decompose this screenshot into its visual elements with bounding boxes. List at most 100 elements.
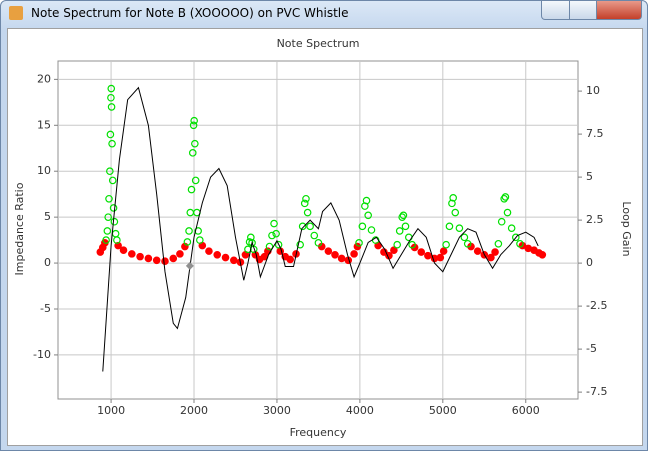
impedance-point bbox=[114, 241, 122, 250]
close-button[interactable] bbox=[596, 1, 642, 20]
impedance-point bbox=[463, 239, 472, 248]
impedance-point bbox=[136, 252, 144, 261]
y-tick-label: -5 bbox=[40, 302, 51, 315]
impedance-point bbox=[274, 240, 283, 249]
impedance-point bbox=[300, 199, 309, 208]
impedance-point bbox=[247, 233, 255, 242]
x-tick-label: 3000 bbox=[263, 404, 291, 417]
impedance-point bbox=[449, 194, 457, 202]
impedance-point bbox=[487, 253, 495, 262]
impedance-point bbox=[102, 236, 110, 244]
impedance-point bbox=[221, 253, 230, 262]
impedance-point bbox=[296, 240, 304, 249]
impedance-point bbox=[169, 254, 178, 263]
plot-area bbox=[57, 60, 579, 400]
impedance-point bbox=[417, 248, 426, 256]
y2-axis-label: Loop Gain bbox=[620, 201, 633, 256]
impedance-point bbox=[511, 233, 520, 242]
app-icon bbox=[9, 6, 23, 20]
impedance-point bbox=[194, 227, 202, 235]
impedance-point bbox=[128, 250, 136, 258]
impedance-point bbox=[196, 236, 204, 244]
impedance-point bbox=[306, 222, 314, 231]
loop-gain-line bbox=[102, 86, 539, 372]
impedance-point bbox=[331, 250, 339, 259]
impedance-point bbox=[491, 248, 499, 256]
impedance-point bbox=[144, 254, 153, 263]
impedance-point bbox=[109, 204, 118, 212]
impedance-point bbox=[408, 240, 416, 249]
y-tick-label: 10 bbox=[37, 164, 51, 177]
impedance-point bbox=[265, 242, 274, 251]
impedance-point bbox=[455, 224, 464, 232]
impedance-point bbox=[436, 253, 445, 262]
impedance-point bbox=[119, 246, 128, 255]
impedance-point bbox=[286, 255, 295, 264]
impedance-point bbox=[161, 257, 169, 266]
impedance-point bbox=[393, 240, 402, 249]
impedance-point bbox=[183, 238, 192, 246]
impedance-point bbox=[113, 236, 121, 244]
x-axis-label: Frequency bbox=[290, 426, 347, 439]
impedance-point bbox=[176, 250, 184, 258]
x-tick-label: 5000 bbox=[429, 404, 457, 417]
impedance-point bbox=[107, 84, 116, 93]
y-tick-label: 15 bbox=[37, 118, 51, 131]
impedance-point bbox=[302, 194, 310, 203]
x-tick-label: 1000 bbox=[97, 404, 125, 417]
impedance-point bbox=[106, 130, 115, 139]
impedance-point bbox=[448, 199, 456, 208]
impedance-point bbox=[507, 224, 516, 232]
impedance-point bbox=[503, 208, 512, 217]
y2-tick-label: 10 bbox=[586, 84, 600, 97]
impedance-point bbox=[105, 194, 113, 203]
impedance-point bbox=[191, 139, 199, 148]
impedance-point bbox=[110, 217, 119, 226]
y2-tick-label: 0 bbox=[586, 256, 593, 269]
impedance-point bbox=[424, 251, 432, 260]
impedance-point bbox=[364, 211, 372, 220]
impedance-point bbox=[500, 194, 508, 203]
maximize-button[interactable] bbox=[569, 1, 597, 20]
window-title: Note Spectrum for Note B (XOOOOO) on PVC… bbox=[31, 6, 349, 20]
impedance-point bbox=[401, 222, 410, 231]
impedance-point bbox=[399, 211, 408, 220]
impedance-point bbox=[362, 196, 371, 205]
impedance-point bbox=[190, 116, 198, 125]
impedance-point bbox=[314, 239, 323, 247]
impedance-point bbox=[213, 250, 222, 259]
impedance-point bbox=[516, 239, 524, 248]
impedance-point bbox=[324, 247, 333, 255]
impedance-point bbox=[390, 246, 398, 255]
y2-tick-label: 7.5 bbox=[586, 127, 604, 140]
y2-tick-label: -2.5 bbox=[586, 299, 607, 312]
y-axis-label: Impedance Ratio bbox=[13, 182, 26, 275]
y-tick-label: 0 bbox=[44, 256, 51, 269]
impedance-point bbox=[445, 222, 454, 231]
impedance-point bbox=[230, 256, 238, 265]
impedance-point bbox=[358, 222, 367, 231]
impedance-point bbox=[188, 149, 197, 157]
y2-tick-label: -7.5 bbox=[586, 385, 607, 398]
impedance-point bbox=[107, 93, 115, 102]
impedance-point bbox=[104, 213, 112, 221]
impedance-point bbox=[191, 176, 200, 185]
impedance-point bbox=[494, 239, 503, 248]
impedance-point bbox=[350, 250, 358, 258]
y-tick-label: 20 bbox=[37, 72, 51, 85]
impedance-point bbox=[497, 217, 506, 226]
y2-tick-label: -5 bbox=[586, 342, 597, 355]
impedance-point bbox=[442, 240, 450, 249]
impedance-point bbox=[398, 213, 406, 221]
y2-tick-label: 5 bbox=[586, 170, 593, 183]
impedance-point bbox=[108, 176, 117, 185]
impedance-point bbox=[355, 239, 363, 247]
impedance-point bbox=[303, 208, 312, 217]
y-tick-label: 5 bbox=[44, 210, 51, 223]
impedance-point bbox=[439, 247, 448, 255]
x-tick-label: 6000 bbox=[512, 404, 540, 417]
y-tick-label: -10 bbox=[33, 348, 51, 361]
x-tick-label: 4000 bbox=[346, 404, 374, 417]
minimize-button[interactable] bbox=[541, 1, 570, 20]
chart-title: Note Spectrum bbox=[277, 37, 360, 50]
